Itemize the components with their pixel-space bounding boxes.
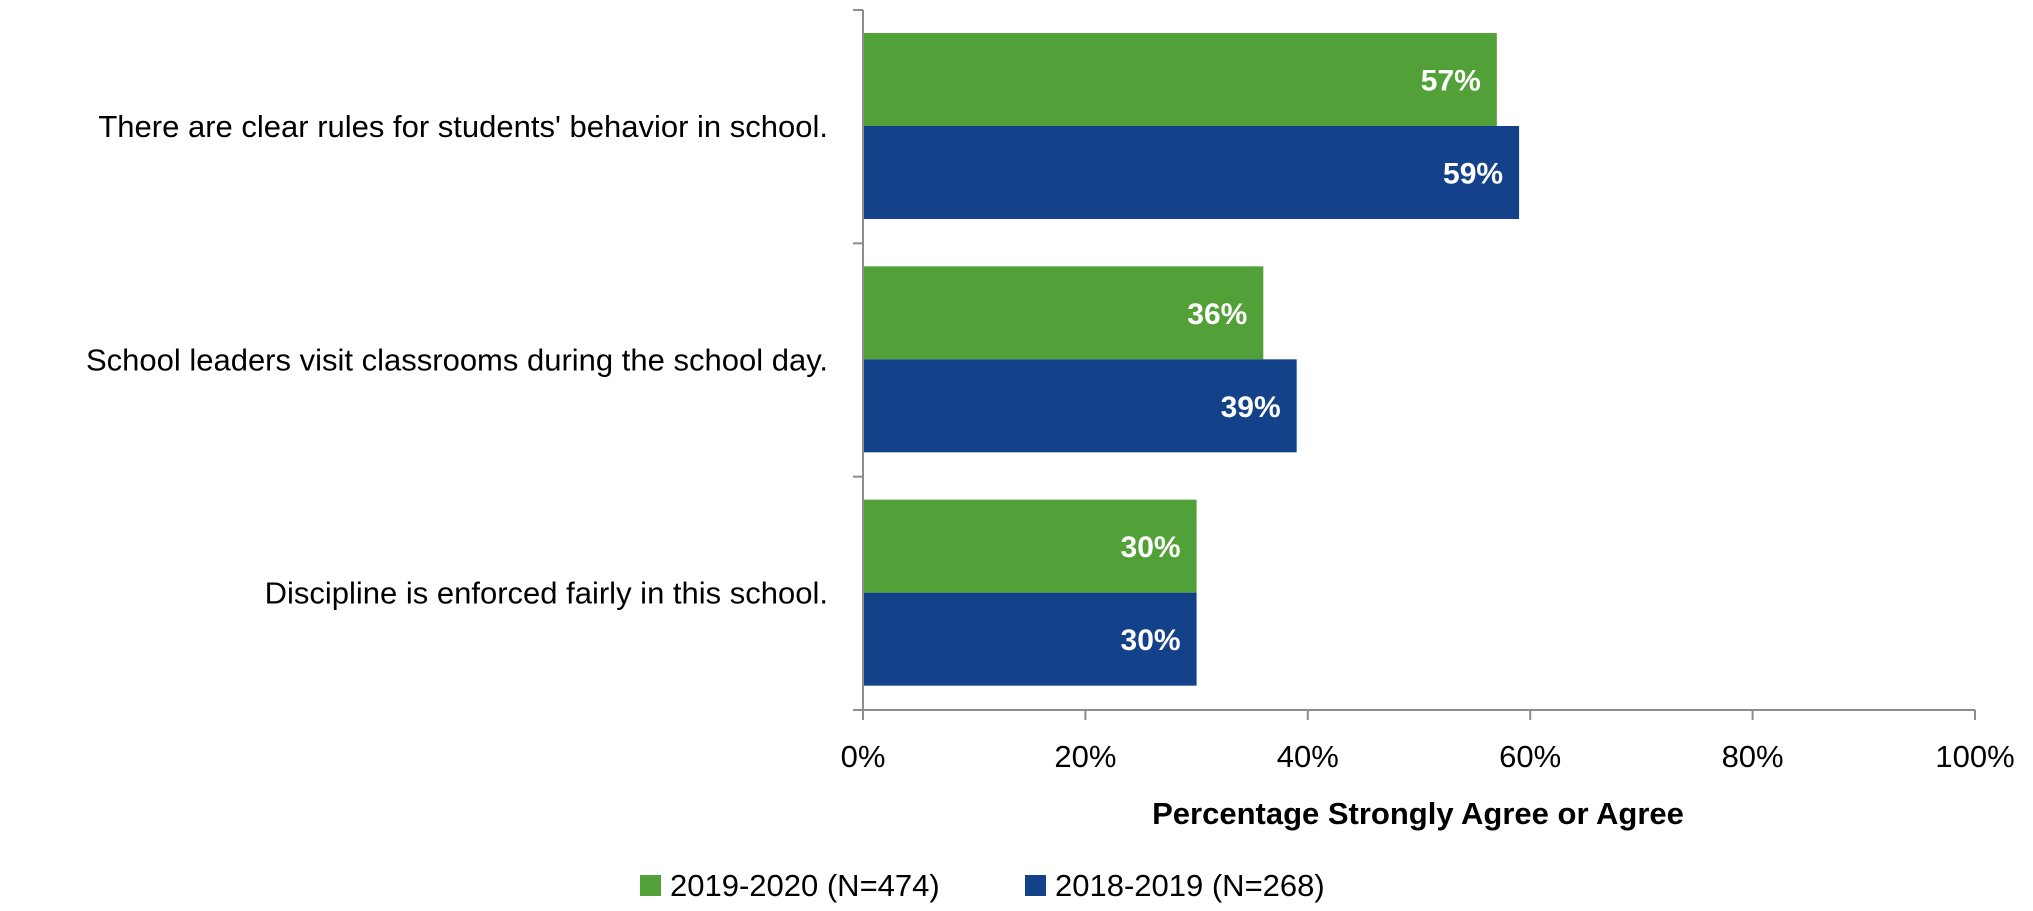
x-tick-label: 0% — [841, 739, 886, 774]
x-tick-label: 80% — [1722, 739, 1784, 774]
legend-label: 2018-2019 (N=268) — [1055, 868, 1325, 903]
bar — [863, 359, 1297, 453]
x-axis-title: Percentage Strongly Agree or Agree — [1152, 796, 1684, 831]
legend-swatch — [640, 875, 661, 896]
bar — [863, 499, 1197, 593]
data-label: 39% — [1221, 391, 1281, 424]
x-tick-label: 40% — [1277, 739, 1339, 774]
axis-layer — [862, 10, 1975, 711]
category-label: Discipline is enforced fairly in this sc… — [265, 576, 828, 611]
bar — [863, 126, 1520, 219]
bar — [863, 266, 1264, 360]
labels-layer: 57% 59% There are clear rules for students… — [86, 65, 1503, 658]
x-tick-label: 20% — [1054, 739, 1116, 774]
category-label: There are clear rules for students' beha… — [98, 109, 828, 144]
legend-swatch — [1025, 875, 1046, 896]
bars-layer — [863, 33, 1520, 686]
x-tick-label: 100% — [1935, 739, 2014, 774]
legend: 2019-2020 (N=474) 2018-2019 (N=268) — [640, 868, 1325, 903]
data-label: 30% — [1121, 624, 1181, 657]
legend-label: 2019-2020 (N=474) — [670, 868, 940, 903]
data-label: 57% — [1421, 65, 1481, 98]
data-label: 30% — [1121, 531, 1181, 564]
bar — [863, 592, 1197, 686]
x-tick-label: 60% — [1499, 739, 1561, 774]
bar — [863, 33, 1497, 126]
category-label: School leaders visit classrooms during t… — [86, 342, 828, 377]
data-label: 59% — [1443, 158, 1503, 191]
ticks-layer: 0% 20% 40% 60% 80% 100% — [841, 9, 2015, 774]
data-label: 36% — [1187, 298, 1247, 331]
